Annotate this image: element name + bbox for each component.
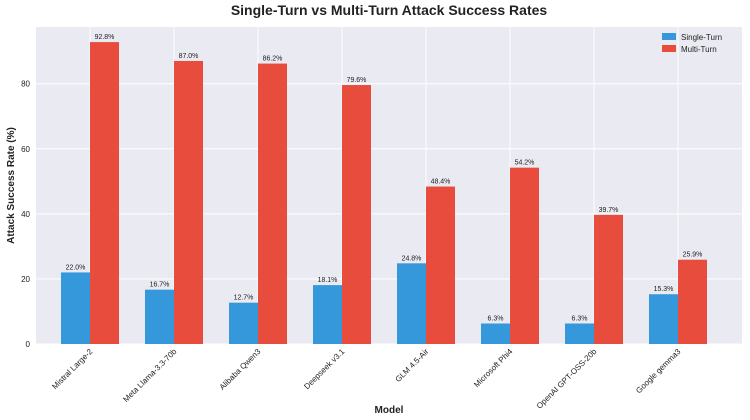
legend-swatch: [662, 33, 676, 40]
data-label: 18.1%: [318, 277, 338, 284]
x-tick-label: Microsoft Phi4: [472, 347, 515, 390]
data-label: 25.9%: [683, 252, 703, 259]
bar-multi-turn: [90, 42, 119, 344]
data-label: 6.3%: [572, 316, 588, 323]
bar-single-turn: [565, 323, 594, 344]
x-tick-label: Deepseek v3.1: [302, 347, 346, 391]
bar-single-turn: [481, 323, 510, 344]
x-tick-label: Meta Llama-3.3-70b: [121, 347, 178, 404]
data-label: 15.3%: [654, 286, 674, 293]
data-label: 16.7%: [150, 282, 170, 289]
bar-multi-turn: [174, 60, 203, 344]
data-label: 22.0%: [66, 264, 86, 271]
x-tick-label: Alibaba Qwen3: [218, 347, 263, 392]
y-tick-label: 60: [21, 145, 30, 154]
x-tick-label: Google gemma3: [634, 347, 683, 396]
bar-multi-turn: [594, 214, 623, 344]
y-tick-label: 0: [26, 340, 31, 349]
data-label: 54.2%: [515, 160, 535, 167]
data-label: 79.6%: [347, 77, 367, 84]
bar-single-turn: [397, 263, 426, 344]
legend-label: Multi-Turn: [681, 45, 717, 54]
bar-multi-turn: [678, 259, 707, 344]
bar-multi-turn: [510, 167, 539, 344]
x-tick-label: OpenAI GPT-OSS-20b: [535, 347, 599, 411]
data-label: 24.8%: [402, 255, 422, 262]
data-label: 6.3%: [488, 316, 504, 323]
bar-single-turn: [61, 272, 90, 344]
bar-single-turn: [145, 289, 174, 344]
bar-multi-turn: [426, 186, 455, 344]
x-tick-label: GLM 4.5-Air: [394, 347, 431, 384]
y-axis-label: Attack Success Rate (%): [6, 127, 17, 244]
bar-single-turn: [229, 302, 258, 344]
chart-title: Single-Turn vs Multi-Turn Attack Success…: [231, 2, 548, 18]
y-tick-label: 40: [21, 210, 30, 219]
x-tick-label: Mistral Large-2: [50, 347, 94, 391]
bar-single-turn: [649, 294, 678, 344]
data-label: 39.7%: [599, 207, 619, 214]
bar-multi-turn: [342, 85, 371, 345]
bar-multi-turn: [258, 63, 287, 344]
data-label: 87.0%: [179, 53, 199, 60]
plot-area: [36, 27, 742, 344]
bar-single-turn: [313, 285, 342, 344]
legend: Single-Turn Multi-Turn: [662, 33, 722, 54]
x-axis-label: Model: [375, 405, 404, 416]
data-label: 92.8%: [95, 34, 115, 41]
data-label: 12.7%: [234, 295, 254, 302]
data-label: 86.2%: [263, 56, 283, 63]
y-tick-label: 20: [21, 275, 30, 284]
legend-label: Single-Turn: [681, 33, 722, 42]
data-label: 48.4%: [431, 179, 451, 186]
legend-swatch: [662, 45, 676, 52]
y-tick-label: 80: [21, 80, 30, 89]
